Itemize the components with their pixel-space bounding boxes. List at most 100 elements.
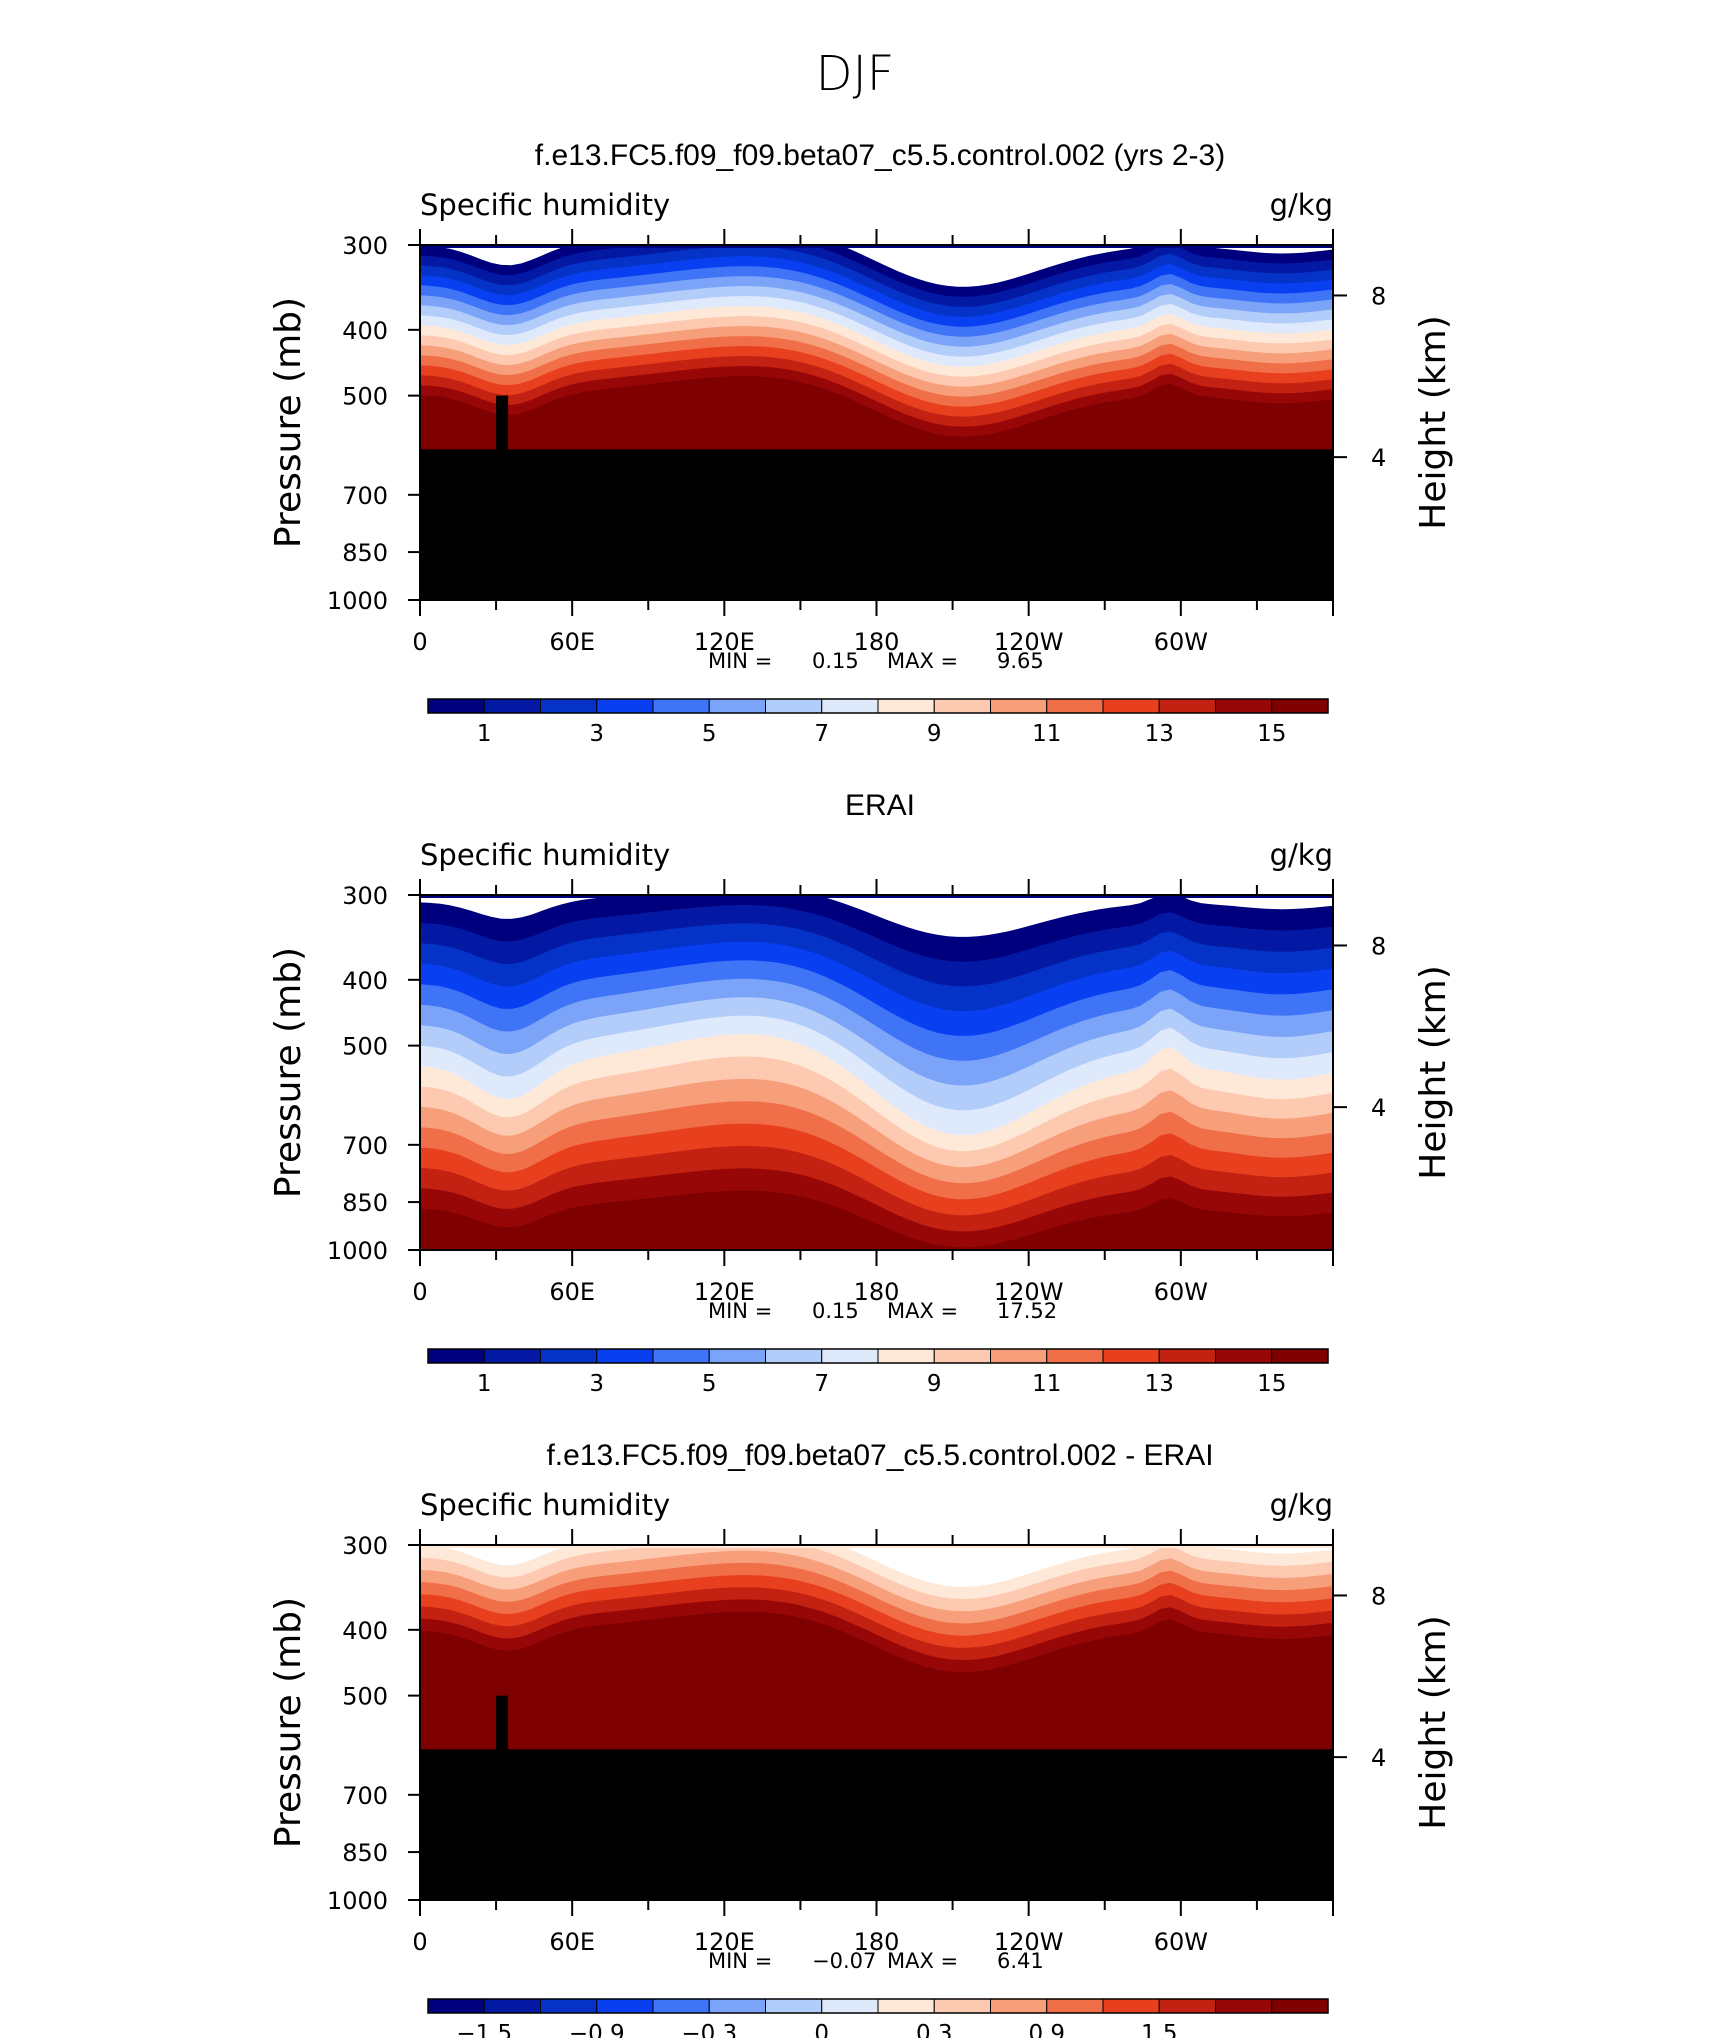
x-tick-label: 120E — [694, 1928, 755, 1956]
colorbar-swatch — [1102, 698, 1160, 714]
colorbar-frame — [427, 1998, 1329, 2014]
max-value: 17.52 — [997, 1299, 1057, 1323]
colorbar-swatch — [652, 698, 710, 714]
y-axis-label: Pressure (mb) — [268, 297, 309, 548]
x-tick-label: 60E — [549, 628, 595, 656]
x-tick-label: 120W — [994, 1928, 1064, 1956]
chart-title: f.e13.FC5.f09_f09.beta07_c5.5.control.00… — [535, 139, 1225, 172]
colorbar-swatch — [1046, 1998, 1104, 2014]
colorbar-tick-label: 1.5 — [1141, 2021, 1178, 2038]
chart-variable-label: Specific humidity — [420, 838, 670, 872]
chart-variable-label: Specific humidity — [420, 188, 670, 222]
y-tick-label: 1000 — [327, 1887, 388, 1915]
colorbar-swatch — [821, 698, 879, 714]
min-value: 0.15 — [812, 649, 859, 673]
contour-field — [420, 895, 1333, 1250]
y-tick-label: 300 — [342, 1532, 388, 1560]
colorbar-tick-label: 13 — [1145, 721, 1174, 747]
colorbar-swatch — [708, 698, 766, 714]
colorbar-swatch — [1215, 1348, 1273, 1364]
chart-panel-1: f.e13.FC5.f09_f09.beta07_c5.5.control.00… — [268, 139, 1454, 747]
colorbar-swatch — [483, 1998, 541, 2014]
colorbar-swatch — [765, 698, 823, 714]
min-label: MIN = — [708, 1299, 772, 1323]
colorbar-tick-label: −0.3 — [681, 2021, 737, 2038]
right-tick-label: 4 — [1371, 1744, 1386, 1772]
colorbar-swatch — [821, 1348, 879, 1364]
colorbar-swatch — [652, 1998, 710, 2014]
right-tick-label: 4 — [1371, 444, 1386, 472]
figure-title: DJF — [816, 46, 895, 102]
colorbar-swatch — [1102, 1998, 1160, 2014]
right-tick-label: 8 — [1371, 1582, 1386, 1610]
colorbar-swatch — [1158, 698, 1216, 714]
max-value: 9.65 — [997, 649, 1044, 673]
colorbar-tick-label: 11 — [1032, 721, 1061, 747]
terrain-mask-spike — [496, 1695, 509, 1750]
max-label: MAX = — [887, 1949, 958, 1973]
colorbar-tick-label: 0.3 — [916, 2021, 953, 2038]
colorbar-frame — [427, 1348, 1329, 1364]
colorbar-swatch — [427, 1998, 485, 2014]
colorbar-swatch — [1102, 1348, 1160, 1364]
contour-band — [420, 1190, 1333, 1250]
colorbar-swatch — [1215, 1998, 1273, 2014]
y-axis-label: Pressure (mb) — [268, 947, 309, 1198]
colorbar-swatch — [708, 1348, 766, 1364]
min-label: MIN = — [708, 1949, 772, 1973]
colorbar-swatch — [483, 1348, 541, 1364]
colorbar-swatch — [933, 1998, 991, 2014]
colorbar-swatch — [990, 1348, 1048, 1364]
chart-units-label: g/kg — [1270, 188, 1333, 222]
contour-field — [420, 245, 1333, 600]
colorbar-swatch — [540, 1998, 598, 2014]
x-tick-label: 120W — [994, 1278, 1064, 1306]
colorbar-swatch — [1158, 1998, 1216, 2014]
min-value: −0.07 — [812, 1949, 876, 1973]
colorbar-swatch — [765, 1348, 823, 1364]
colorbar-swatch — [652, 1348, 710, 1364]
contour-band-top — [420, 1545, 1333, 1548]
colorbar-tick-label: −0.9 — [569, 2021, 625, 2038]
colorbar-tick-label: 3 — [589, 721, 604, 747]
y-tick-label: 300 — [342, 232, 388, 260]
y-tick-label: 1000 — [327, 587, 388, 615]
colorbar-swatch — [765, 1998, 823, 2014]
x-tick-label: 120W — [994, 628, 1064, 656]
colorbar-tick-label: 9 — [927, 1371, 942, 1397]
y-tick-label: 700 — [342, 1132, 388, 1160]
min-label: MIN = — [708, 649, 772, 673]
colorbar-tick-label: 11 — [1032, 1371, 1061, 1397]
right-tick-label: 8 — [1371, 282, 1386, 310]
colorbar-tick-label: 7 — [814, 721, 829, 747]
min-value: 0.15 — [812, 1299, 859, 1323]
chart-title: f.e13.FC5.f09_f09.beta07_c5.5.control.00… — [546, 1439, 1213, 1472]
y-tick-label: 400 — [342, 317, 388, 345]
right-tick-label: 8 — [1371, 932, 1386, 960]
colorbar-swatch — [708, 1998, 766, 2014]
x-tick-label: 0 — [412, 1928, 427, 1956]
colorbar-swatch — [821, 1998, 879, 2014]
x-tick-label: 60E — [549, 1928, 595, 1956]
y-axis-label: Pressure (mb) — [268, 1597, 309, 1848]
colorbar-swatch — [540, 1348, 598, 1364]
colorbar-swatch — [1046, 698, 1104, 714]
colorbar-tick-label: 5 — [702, 1371, 717, 1397]
contour-band-top — [420, 245, 1333, 248]
x-tick-label: 120E — [694, 1278, 755, 1306]
colorbar-tick-label: 1 — [477, 721, 492, 747]
colorbar-tick-label: −1.5 — [456, 2021, 512, 2038]
colorbar-swatch — [596, 698, 654, 714]
y-tick-label: 500 — [342, 383, 388, 411]
y-tick-label: 500 — [342, 1033, 388, 1061]
colorbar-tick-label: 1 — [477, 1371, 492, 1397]
x-tick-label: 60E — [549, 1278, 595, 1306]
max-label: MAX = — [887, 649, 958, 673]
colorbar-swatch — [1271, 1348, 1329, 1364]
colorbar-tick-label: 15 — [1257, 721, 1286, 747]
colorbar-swatch — [1215, 698, 1273, 714]
panels: f.e13.FC5.f09_f09.beta07_c5.5.control.00… — [268, 139, 1454, 2038]
colorbar-swatch — [990, 1998, 1048, 2014]
colorbar-swatch — [540, 698, 598, 714]
